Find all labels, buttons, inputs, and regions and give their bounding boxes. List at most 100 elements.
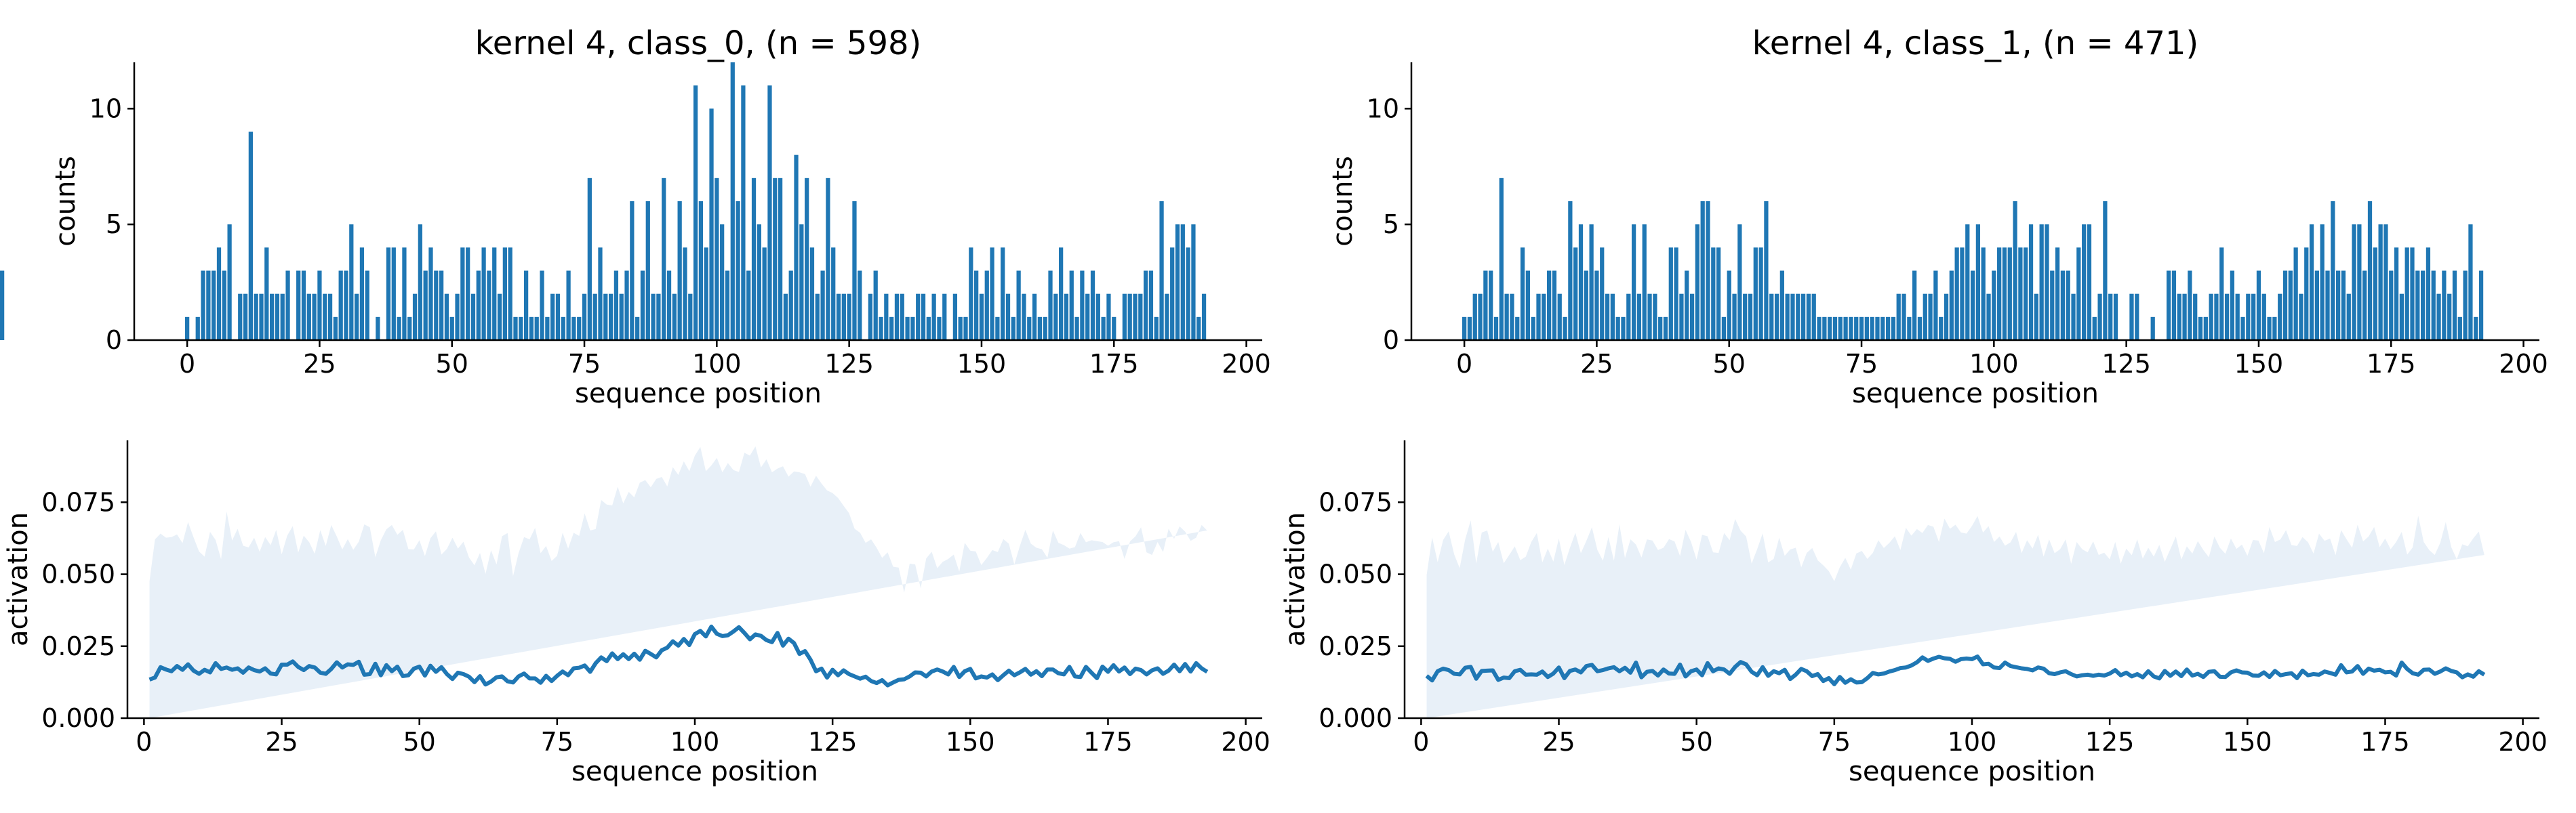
- histogram-bar: [1859, 316, 1864, 340]
- histogram-bar: [884, 293, 889, 340]
- histogram-bar: [677, 201, 682, 340]
- x-tick-label: 150: [2234, 349, 2284, 379]
- histogram-bar: [243, 293, 248, 340]
- histogram-bar: [746, 270, 751, 340]
- histogram-bar: [2024, 247, 2028, 340]
- x-tick-label: 25: [265, 727, 298, 757]
- x-tick-label: 125: [2085, 727, 2135, 757]
- histogram-bar: [227, 224, 232, 340]
- histogram-bar: [1864, 316, 1869, 340]
- histogram-bar: [1647, 293, 1652, 340]
- histogram-bar: [0, 270, 5, 340]
- histogram-bar: [529, 316, 534, 340]
- histogram-bar: [2039, 224, 2044, 340]
- y-tick-label: 0.075: [41, 487, 115, 517]
- x-tick-label: 200: [2499, 349, 2548, 379]
- histogram-bar: [1568, 201, 1573, 340]
- histogram-bar: [683, 247, 687, 340]
- histogram-bar: [238, 293, 243, 340]
- histogram-bar: [1653, 293, 1657, 340]
- histogram-bar: [1854, 316, 1859, 340]
- x-axis-label: sequence position: [571, 756, 818, 787]
- histogram-bar: [2367, 201, 2373, 340]
- histogram-bar: [2352, 224, 2356, 340]
- histogram-bar: [624, 270, 629, 340]
- histogram-bar: [725, 270, 730, 340]
- histogram-bar: [1032, 293, 1037, 340]
- histogram-bar: [937, 316, 942, 340]
- histogram-bar: [1090, 270, 1095, 340]
- x-tick-label: 75: [568, 349, 601, 379]
- x-tick-label: 25: [1542, 727, 1575, 757]
- histogram-bar: [942, 293, 947, 340]
- histogram-bar: [608, 293, 613, 340]
- histogram-bar: [2282, 270, 2288, 340]
- histogram-bar: [566, 270, 571, 340]
- histogram-bar: [841, 293, 846, 340]
- x-tick-label: 100: [1969, 349, 2019, 379]
- histogram-bar: [1668, 247, 1673, 340]
- histogram-bar: [317, 270, 322, 340]
- histogram-bar: [1589, 224, 1594, 340]
- histogram-bar: [1928, 293, 1933, 340]
- histogram-bar: [1154, 316, 1159, 340]
- histogram-bar: [1499, 178, 1504, 340]
- histogram-bar: [216, 247, 222, 340]
- histogram-bar: [1743, 293, 1748, 340]
- histogram-bar: [2060, 270, 2066, 340]
- histogram-bar: [254, 293, 258, 340]
- x-tick-label: 50: [1681, 727, 1713, 757]
- y-tick-label: 0: [106, 325, 122, 355]
- histogram-bar: [1975, 224, 1981, 340]
- histogram-bar: [995, 316, 1000, 340]
- histogram-bar: [2087, 224, 2092, 340]
- histogram-bar: [2230, 270, 2235, 340]
- histogram-bar: [428, 247, 433, 340]
- histogram-bar: [2346, 293, 2351, 340]
- histogram-bar: [2045, 224, 2049, 340]
- histogram-bar: [2092, 316, 2097, 340]
- histogram-bar: [264, 247, 269, 340]
- histogram-bar: [1621, 316, 1626, 340]
- histogram-bar: [2278, 293, 2282, 340]
- histogram-bar: [2421, 270, 2426, 340]
- histogram-bar: [1133, 293, 1138, 340]
- histogram-bar: [2246, 293, 2251, 340]
- x-axis-label: sequence position: [1852, 378, 2099, 409]
- histogram-bar: [1764, 201, 1769, 340]
- histogram-bar: [2177, 293, 2181, 340]
- histogram-bar: [1016, 270, 1021, 340]
- y-axis-label: counts: [1327, 156, 1359, 247]
- histogram-bar: [1800, 293, 1806, 340]
- histogram-bar: [1849, 316, 1853, 340]
- histogram-bar: [269, 293, 275, 340]
- histogram-bar: [2167, 270, 2171, 340]
- histogram-bar: [1907, 316, 1912, 340]
- histogram-bar: [1504, 293, 1509, 340]
- histogram-bar: [333, 316, 338, 340]
- histogram-bar: [476, 270, 481, 340]
- histogram-bar: [1870, 316, 1874, 340]
- activation-band: [149, 446, 1207, 718]
- histogram-bar: [910, 316, 915, 340]
- histogram-bar: [1891, 316, 1896, 340]
- y-tick-label: 5: [106, 209, 122, 239]
- x-tick-label: 150: [957, 349, 1007, 379]
- histogram-bar: [1467, 316, 1472, 340]
- histogram-bar: [2150, 316, 2155, 340]
- histogram-bar: [1822, 316, 1827, 340]
- histogram-bar: [540, 270, 544, 340]
- activation-line: [1425, 654, 2486, 686]
- histogram-bar: [815, 293, 820, 340]
- histogram-bar: [831, 247, 836, 340]
- histogram-bar: [2426, 247, 2431, 340]
- histogram-bar: [407, 316, 412, 340]
- histogram-bar: [455, 293, 460, 340]
- histogram-bar: [2293, 247, 2298, 340]
- histogram-bar: [1011, 316, 1015, 340]
- histogram-bar: [805, 178, 809, 340]
- histogram-bar: [1037, 316, 1043, 340]
- histogram-bar: [693, 85, 698, 341]
- histogram-bar: [1489, 270, 1493, 340]
- histogram-bar: [1843, 316, 1848, 340]
